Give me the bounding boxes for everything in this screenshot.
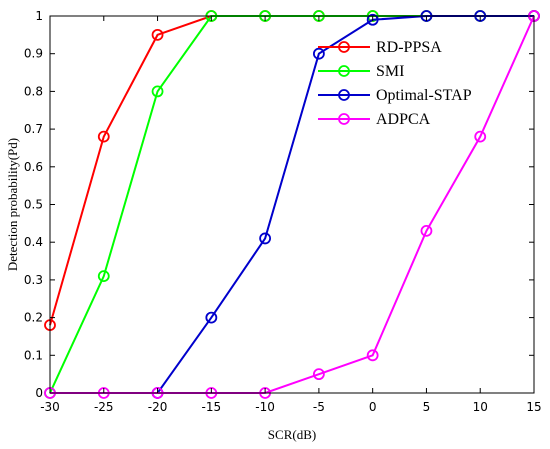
y-tick-label: 0.9 [24, 47, 43, 61]
data-point [97, 130, 110, 143]
legend-label: Optimal-STAP [376, 87, 472, 104]
plot-background [50, 16, 534, 393]
legend-item: Optimal-STAP [318, 87, 472, 104]
legend-label: RD-PPSA [376, 39, 442, 56]
x-tick-label: -10 [255, 400, 275, 414]
y-tick-label: 0 [35, 386, 43, 400]
data-point [366, 13, 379, 26]
x-tick-label: -30 [40, 400, 60, 414]
legend-label: ADPCA [376, 111, 431, 128]
y-tick-label: 0.8 [24, 84, 43, 98]
data-point [151, 85, 164, 98]
x-tick-label: -15 [202, 400, 222, 414]
data-point [205, 311, 218, 324]
data-point [97, 270, 110, 283]
x-tick-label: -25 [94, 400, 114, 414]
y-axis-label: Detection probability(Pd) [5, 138, 20, 271]
x-tick-label: 5 [423, 400, 431, 414]
x-tick-label: -5 [313, 400, 325, 414]
data-point [312, 47, 325, 60]
legend-marker [338, 113, 350, 125]
y-tick-label: 0.6 [24, 160, 43, 174]
y-tick-label: 1 [35, 9, 43, 23]
plot-area [50, 16, 534, 393]
y-tick-label: 0.7 [24, 122, 43, 136]
data-point [366, 349, 379, 362]
data-point [151, 28, 164, 41]
x-tick-label: 10 [473, 400, 488, 414]
data-point [474, 130, 487, 143]
legend-item: SMI [318, 63, 404, 80]
data-point [259, 232, 272, 245]
legend-marker [338, 41, 350, 53]
y-tick-label: 0.3 [24, 273, 43, 287]
x-axis-label: SCR(dB) [268, 427, 316, 442]
axes-layer: -30 -25 -20 -15 -10 -5 0 5 10 15 0 0.1 0.2 0.3 0.4 0.5 0… [24, 9, 542, 414]
legend: RD-PPSA SMI Optimal-STAP ADPCA [318, 39, 472, 128]
x-tick-label: 15 [526, 400, 541, 414]
x-tick-label: 0 [369, 400, 377, 414]
legend-marker [338, 89, 350, 101]
legend-item: RD-PPSA [318, 39, 442, 56]
y-tick-label: 0.5 [24, 198, 43, 212]
legend-item: ADPCA [318, 111, 431, 128]
legend-label: SMI [376, 63, 404, 80]
y-tick-label: 0.1 [24, 348, 43, 362]
y-tick-label: 0.2 [24, 311, 43, 325]
y-tick-label: 0.4 [24, 235, 43, 249]
legend-marker [338, 65, 350, 77]
data-point [420, 224, 433, 237]
x-tick-label: -20 [148, 400, 168, 414]
data-point [312, 368, 325, 381]
